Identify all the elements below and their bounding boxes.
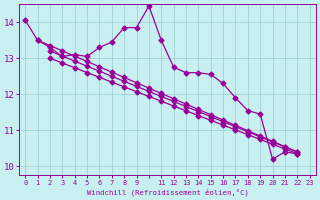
X-axis label: Windchill (Refroidissement éolien,°C): Windchill (Refroidissement éolien,°C) — [86, 188, 248, 196]
